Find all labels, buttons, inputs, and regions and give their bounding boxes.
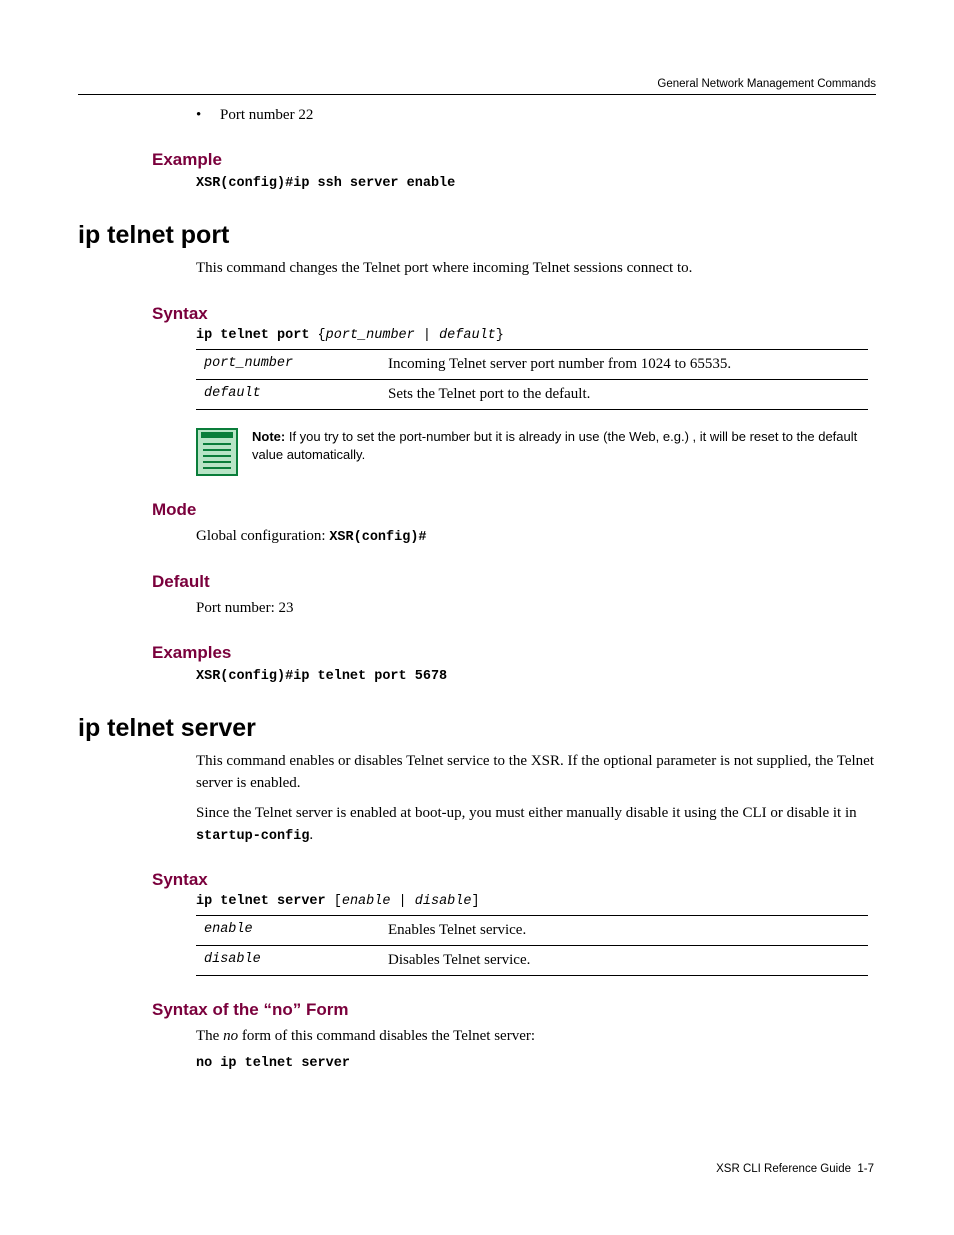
syntax-line-2: ip telnet server [enable | disable] bbox=[196, 894, 876, 909]
syntax-brace-open: { bbox=[318, 328, 326, 343]
page: General Network Management Commands Port… bbox=[0, 0, 954, 1235]
note-label: Note: bbox=[252, 429, 285, 444]
syntax-brace-close: } bbox=[496, 328, 504, 343]
note-text: Note: If you try to set the port-number … bbox=[252, 428, 868, 476]
noform-b: form of this command disables the Telnet… bbox=[238, 1028, 535, 1044]
examples-code: XSR(config)#ip telnet port 5678 bbox=[196, 669, 876, 684]
cmd-ip-telnet-port-desc: This command changes the Telnet port whe… bbox=[196, 258, 876, 280]
syntax-bracket-close: ] bbox=[471, 894, 479, 909]
syntax-pipe: | bbox=[390, 894, 414, 909]
footer-page: 1-7 bbox=[857, 1163, 874, 1175]
example-heading: Example bbox=[152, 150, 876, 170]
example-code: XSR(config)#ip ssh server enable bbox=[196, 176, 876, 191]
syntax-arg: port_number bbox=[326, 328, 415, 343]
table-row: disable Disables Telnet service. bbox=[196, 946, 868, 976]
param-desc: Enables Telnet service. bbox=[380, 916, 868, 946]
noform-heading: Syntax of the “no” Form bbox=[152, 1000, 876, 1020]
table-row: default Sets the Telnet port to the defa… bbox=[196, 379, 868, 409]
param-desc: Incoming Telnet server port number from … bbox=[380, 349, 868, 379]
mode-heading: Mode bbox=[152, 500, 876, 520]
mode-prefix: Global configuration: bbox=[196, 528, 329, 544]
param-desc: Disables Telnet service. bbox=[380, 946, 868, 976]
page-header: General Network Management Commands bbox=[78, 78, 876, 90]
param-table-1: port_number Incoming Telnet server port … bbox=[196, 349, 868, 410]
param-key: enable bbox=[196, 916, 380, 946]
note-body: If you try to set the port-number but it… bbox=[252, 429, 857, 462]
mode-text: Global configuration: XSR(config)# bbox=[196, 526, 876, 548]
examples-heading: Examples bbox=[152, 643, 876, 663]
note-block: Note: If you try to set the port-number … bbox=[196, 428, 868, 476]
page-footer: XSR CLI Reference Guide 1-7 bbox=[716, 1163, 874, 1175]
noform-code: no ip telnet server bbox=[196, 1056, 876, 1071]
param-desc: Sets the Telnet port to the default. bbox=[380, 379, 868, 409]
syntax-heading-1: Syntax bbox=[152, 304, 876, 324]
param-key: disable bbox=[196, 946, 380, 976]
noform-a: The bbox=[196, 1028, 223, 1044]
desc2-code: startup-config bbox=[196, 829, 309, 844]
syntax-arg: disable bbox=[415, 894, 472, 909]
syntax-heading-2: Syntax bbox=[152, 870, 876, 890]
desc2-b: . bbox=[309, 827, 313, 843]
cmd-ip-telnet-server-title: ip telnet server bbox=[78, 714, 876, 743]
cmd-ip-telnet-port-title: ip telnet port bbox=[78, 221, 876, 250]
cmd-ip-telnet-server-desc2: Since the Telnet server is enabled at bo… bbox=[196, 803, 876, 847]
syntax-arg: default bbox=[439, 328, 496, 343]
header-rule bbox=[78, 94, 876, 95]
desc2-a: Since the Telnet server is enabled at bo… bbox=[196, 805, 857, 821]
noform-i: no bbox=[223, 1028, 238, 1044]
table-row: enable Enables Telnet service. bbox=[196, 916, 868, 946]
param-table-2: enable Enables Telnet service. disable D… bbox=[196, 915, 868, 976]
syntax-cmd: ip telnet server bbox=[196, 894, 334, 909]
page-content: Port number 22 Example XSR(config)#ip ss… bbox=[196, 105, 876, 1071]
cmd-ip-telnet-server-desc1: This command enables or disables Telnet … bbox=[196, 751, 876, 795]
footer-guide: XSR CLI Reference Guide bbox=[716, 1163, 851, 1175]
intro-bullet-item: Port number 22 bbox=[220, 105, 876, 126]
note-icon bbox=[196, 428, 242, 476]
syntax-bracket-open: [ bbox=[334, 894, 342, 909]
param-key: port_number bbox=[196, 349, 380, 379]
default-heading: Default bbox=[152, 572, 876, 592]
mode-code: XSR(config)# bbox=[329, 530, 426, 545]
table-row: port_number Incoming Telnet server port … bbox=[196, 349, 868, 379]
noform-text: The no form of this command disables the… bbox=[196, 1026, 876, 1048]
param-key: default bbox=[196, 379, 380, 409]
syntax-cmd: ip telnet port bbox=[196, 328, 318, 343]
default-text: Port number: 23 bbox=[196, 598, 876, 620]
intro-bullets: Port number 22 bbox=[196, 105, 876, 126]
syntax-pipe: | bbox=[415, 328, 439, 343]
syntax-line-1: ip telnet port {port_number | default} bbox=[196, 328, 876, 343]
syntax-arg: enable bbox=[342, 894, 391, 909]
